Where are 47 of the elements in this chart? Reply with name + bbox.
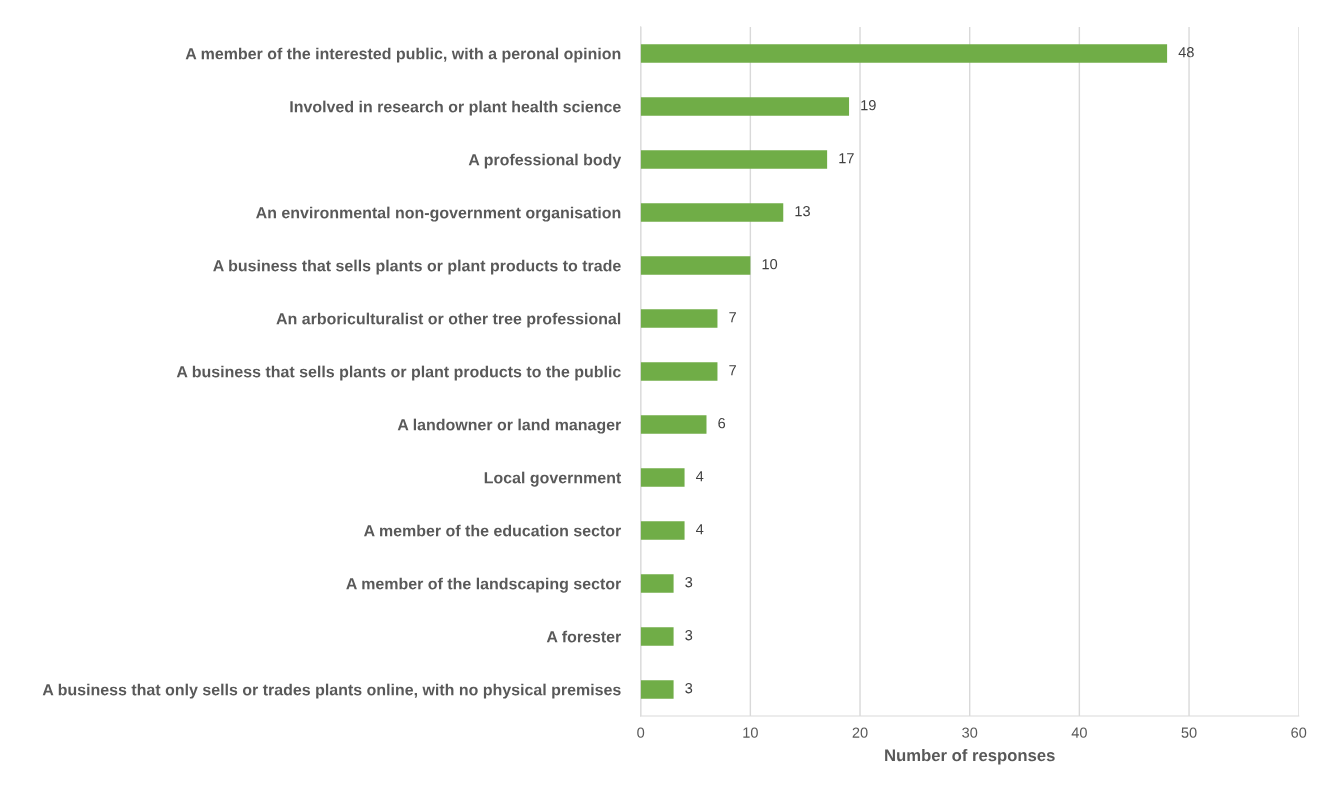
data-label: 7 (729, 365, 736, 376)
data-label: 10 (762, 259, 778, 270)
data-label: 3 (685, 630, 693, 641)
bar (640, 574, 674, 593)
bar (640, 150, 828, 169)
x-tick-label: 40 (1071, 727, 1087, 738)
x-tick-label: 20 (852, 727, 868, 738)
bar (640, 521, 685, 540)
data-label: 48 (1178, 47, 1194, 58)
data-label: 19 (861, 100, 876, 111)
bar (640, 256, 751, 275)
data-label: 13 (795, 206, 810, 217)
bar (640, 44, 1168, 63)
data-label: 3 (685, 577, 693, 588)
y-tick-label: Involved in research or plant health science (290, 100, 621, 116)
y-tick-label: A member of the education sector (363, 524, 622, 537)
x-tick-label: 50 (1181, 727, 1197, 738)
data-label: 6 (718, 418, 726, 429)
bar (640, 309, 718, 328)
y-tick-label: A forester (546, 630, 622, 643)
bar (640, 362, 718, 381)
y-tick-label: Local government (484, 471, 622, 487)
y-tick-label: A business that sells plants or plant products to the public (176, 365, 621, 381)
y-tick-label: A landowner or land manager (397, 418, 622, 434)
x-axis-title: Number of responses (885, 749, 1055, 765)
data-label: 17 (839, 153, 854, 164)
bar (640, 415, 707, 434)
y-tick-label: An arboriculturalist or other tree professional (276, 312, 621, 328)
bar (640, 680, 674, 699)
x-tick-label: 60 (1291, 727, 1307, 738)
data-label: 4 (696, 524, 704, 535)
x-tick-label: 10 (743, 727, 758, 738)
y-tick-label: An environmental non-government organisation (256, 206, 621, 222)
data-label: 4 (696, 471, 704, 482)
data-label: 7 (729, 312, 736, 323)
y-tick-label: A professional body (468, 153, 622, 169)
bar (640, 627, 674, 646)
y-tick-label: A member of the interested public, with a peronal opinion (185, 47, 621, 63)
data-label: 3 (685, 683, 693, 694)
x-tick-label: 30 (962, 727, 978, 738)
x-tick-label: 0 (637, 727, 645, 738)
bar (640, 203, 784, 222)
y-tick-label: A member of the landscaping sector (346, 577, 622, 593)
bar (640, 468, 685, 487)
y-tick-label: A business that sells plants or plant products to trade (213, 259, 621, 275)
bar (640, 97, 850, 116)
y-tick-label: A business that only sells or trades plants online, with no physical premises (42, 683, 621, 699)
